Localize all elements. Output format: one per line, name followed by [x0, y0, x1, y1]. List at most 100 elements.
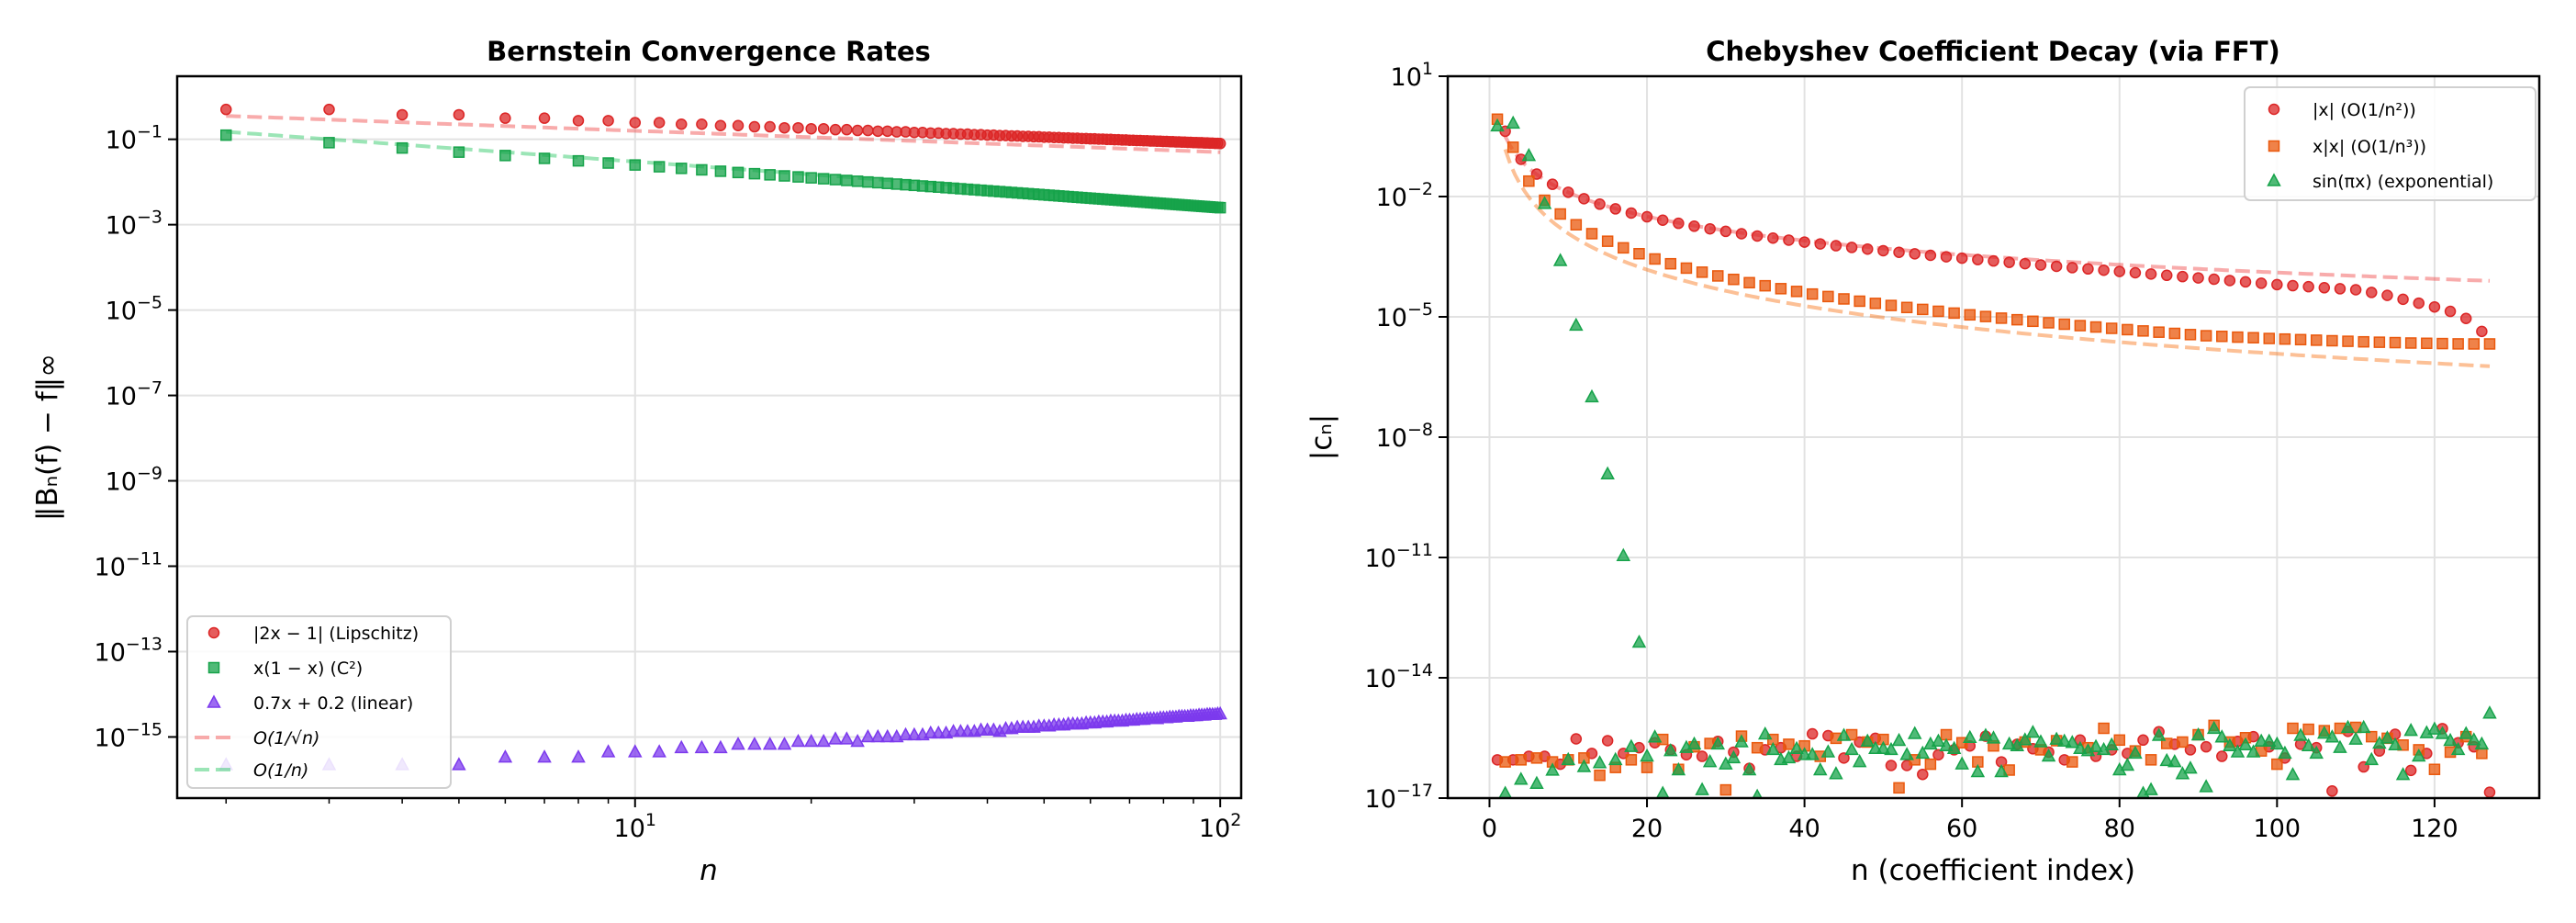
- data-point: [1710, 736, 1726, 750]
- legend-marker-square: [207, 661, 220, 674]
- data-point: [1609, 203, 1621, 215]
- plot-area: [218, 103, 1227, 771]
- data-point: [2214, 729, 2230, 743]
- data-point: [1499, 756, 1511, 768]
- legend-label: sin(πx) (exponential): [2313, 172, 2493, 192]
- data-point: [499, 150, 511, 162]
- tick-exponent: −15: [126, 719, 162, 739]
- data-point: [538, 112, 551, 124]
- tick-exponent: −8: [1407, 420, 1433, 440]
- data-point: [1647, 729, 1663, 743]
- data-point: [1719, 783, 1732, 796]
- data-point: [2356, 719, 2371, 734]
- tick-base: 10: [95, 554, 126, 582]
- y-tick-label: 10−11: [95, 549, 162, 582]
- data-point: [2476, 748, 2488, 760]
- data-point: [1711, 270, 1724, 282]
- tick-base: 10: [1376, 304, 1407, 332]
- tick-base: 10: [106, 127, 137, 155]
- legend-label: 0.7x + 0.2 (linear): [253, 693, 413, 714]
- data-point: [2184, 329, 2197, 341]
- data-point: [653, 117, 666, 129]
- tick-exponent: −14: [1396, 660, 1433, 681]
- data-point: [2482, 705, 2497, 719]
- legend-item: sin(πx) (exponential): [2267, 172, 2493, 192]
- data-point: [1751, 741, 1764, 754]
- data-point: [2082, 263, 2094, 276]
- data-point: [1735, 228, 1748, 240]
- data-point: [2395, 767, 2411, 781]
- data-point: [870, 728, 886, 743]
- legend-label: O(1/n): [253, 760, 308, 781]
- data-point: [2348, 731, 2363, 745]
- data-point: [2168, 327, 2181, 340]
- data-point: [1869, 298, 1882, 310]
- series-0: [220, 103, 1226, 150]
- y-tick-label: 10−2: [1376, 179, 1433, 212]
- data-point: [2223, 275, 2236, 287]
- data-point: [602, 157, 614, 169]
- data-point: [1214, 201, 1226, 214]
- data-point: [1899, 747, 1914, 760]
- x-tick-label: 102: [1199, 810, 1241, 843]
- data-point: [1726, 749, 1742, 764]
- data-point: [2435, 726, 2450, 739]
- x-tick-label: 20: [1631, 815, 1663, 843]
- data-point: [2342, 335, 2354, 347]
- tick-exponent: −9: [137, 464, 162, 484]
- data-point: [1994, 763, 2009, 778]
- data-point: [2436, 337, 2448, 350]
- data-point: [1625, 754, 1638, 766]
- data-point: [2278, 745, 2292, 760]
- data-point: [2105, 322, 2118, 334]
- data-point: [2450, 741, 2466, 756]
- data-point: [1954, 756, 1969, 770]
- data-point: [453, 146, 465, 158]
- data-point: [571, 749, 586, 763]
- y-tick-label: 10−5: [1376, 299, 1433, 332]
- y-tick-label: 10−8: [1376, 420, 1433, 453]
- data-point: [803, 733, 819, 748]
- data-point: [2018, 732, 2033, 746]
- tick-base: 10: [1365, 665, 1396, 693]
- data-point: [1607, 751, 1623, 766]
- data-point: [1829, 766, 1843, 780]
- data-point: [1569, 317, 1584, 332]
- tick-base: 10: [106, 468, 137, 497]
- data-point: [2200, 330, 2212, 342]
- data-point: [220, 103, 232, 116]
- data-point: [2358, 335, 2369, 348]
- data-point: [1845, 242, 1858, 253]
- y-tick-label: 10−9: [106, 464, 162, 497]
- data-point: [2145, 268, 2157, 280]
- data-point: [816, 733, 831, 748]
- data-point: [1924, 249, 1937, 262]
- data-point: [2049, 731, 2064, 745]
- data-point: [1696, 266, 1708, 278]
- data-point: [828, 731, 843, 745]
- data-point: [1664, 257, 1677, 270]
- data-point: [2129, 266, 2142, 279]
- data-point: [1838, 293, 1850, 305]
- data-point: [1490, 118, 1505, 132]
- x-tick-label: 40: [1788, 815, 1820, 843]
- data-point: [881, 125, 893, 138]
- data-point: [629, 159, 642, 171]
- data-point: [2066, 262, 2078, 274]
- data-point: [2010, 313, 2023, 326]
- data-point: [1822, 290, 1834, 303]
- data-point: [1554, 208, 1566, 220]
- data-point: [1506, 141, 1519, 153]
- y-tick-label: 10−15: [95, 719, 162, 752]
- data-point: [2287, 722, 2299, 735]
- data-point: [2333, 739, 2347, 753]
- data-point: [1529, 775, 1544, 789]
- legend-item: |x| (O(1/n²)): [2268, 100, 2416, 120]
- data-point: [1946, 740, 1962, 755]
- tick-exponent: 2: [1230, 810, 1241, 830]
- data-point: [2145, 754, 2157, 766]
- data-point: [1663, 743, 1678, 757]
- data-point: [537, 749, 552, 763]
- data-point: [2388, 737, 2402, 751]
